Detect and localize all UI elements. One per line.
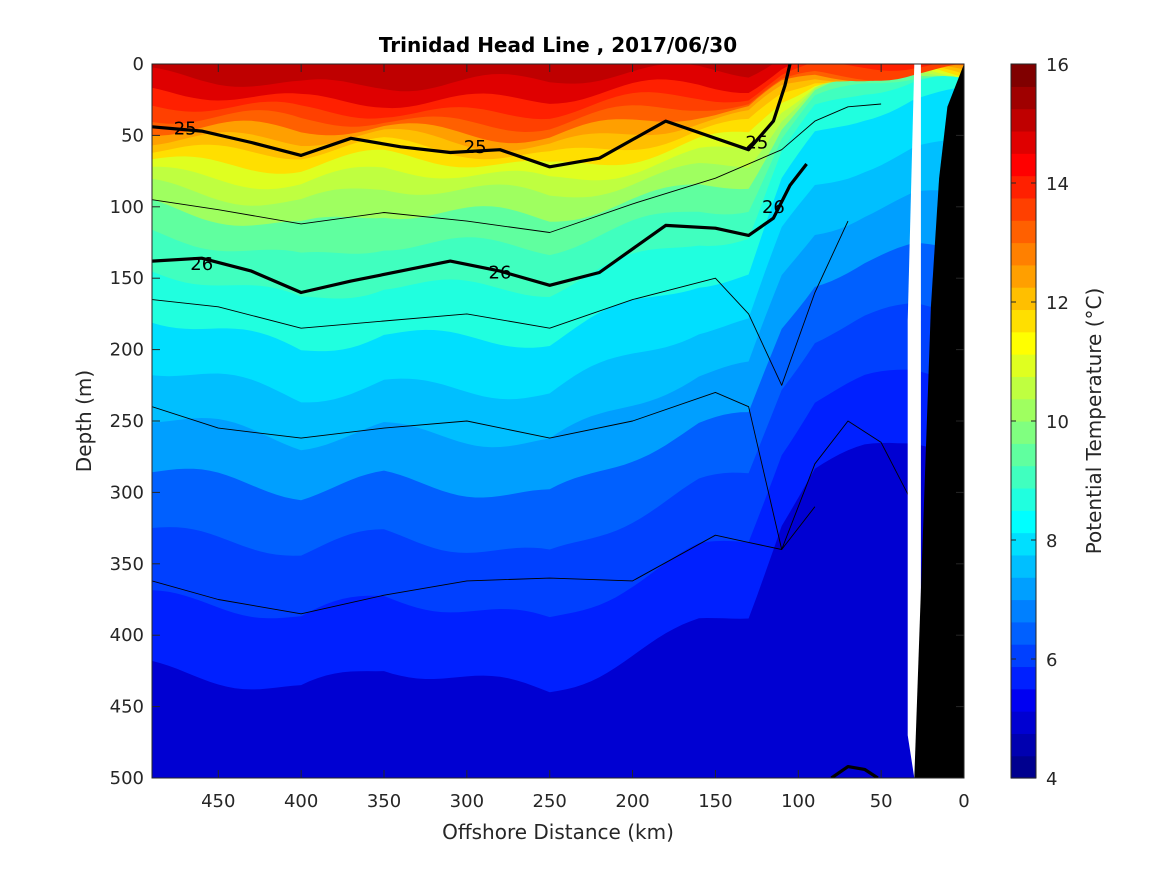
colorbar — [1011, 64, 1036, 779]
colorbar-swatch — [1011, 577, 1036, 601]
colorbar-swatch — [1011, 398, 1036, 422]
colorbar-tick-label: 10 — [1046, 412, 1069, 433]
colorbar-tick-label: 16 — [1046, 55, 1069, 76]
x-tick-label: 300 — [450, 791, 484, 812]
contour-labels: 25 25 25 26 26 26 — [174, 118, 785, 283]
density-contour-thin-2 — [152, 103, 882, 233]
x-tick-label: 100 — [781, 791, 815, 812]
x-tick-label: 200 — [615, 791, 649, 812]
colorbar-tick-label: 4 — [1046, 769, 1057, 790]
y-tick-label: 300 — [110, 482, 144, 503]
y-tick-label: 400 — [110, 625, 144, 646]
colorbar-swatch — [1011, 175, 1036, 199]
colorbar-swatch — [1011, 755, 1036, 779]
colorbar-swatch — [1011, 666, 1036, 690]
bathymetry-seafloor — [914, 64, 964, 778]
colorbar-swatch — [1011, 510, 1036, 534]
colorbar-tick-label: 14 — [1046, 174, 1069, 195]
density-contour-thin-5 — [152, 506, 816, 615]
x-tick-label: 450 — [201, 791, 235, 812]
y-axis-ticks: 0 50 100 150 200 250 300 350 400 450 500 — [110, 54, 964, 789]
y-tick-label: 250 — [110, 411, 144, 432]
colorbar-swatch — [1011, 354, 1036, 377]
density-contour-25 — [152, 64, 792, 169]
colorbar-tick-label: 12 — [1046, 293, 1069, 314]
colorbar-swatch — [1011, 532, 1036, 556]
colorbar-swatch — [1011, 465, 1036, 489]
x-tick-label: 350 — [367, 791, 401, 812]
x-axis-label: Offshore Distance (km) — [442, 820, 674, 844]
colorbar-swatch — [1011, 64, 1036, 87]
density-contour-thin-6 — [830, 765, 879, 778]
no-data-region — [907, 64, 921, 778]
colorbar-swatch — [1011, 287, 1036, 311]
bathymetry-mask — [907, 64, 964, 778]
x-tick-label: 250 — [533, 791, 567, 812]
colorbar-swatch — [1011, 197, 1036, 221]
contour-label-25: 25 — [174, 118, 197, 139]
contour-label-25: 25 — [464, 137, 487, 158]
colorbar-swatch — [1011, 130, 1036, 154]
colorbar-swatch — [1011, 688, 1036, 712]
colorbar-swatch — [1011, 242, 1036, 266]
colorbar-swatch — [1011, 220, 1036, 244]
colorbar-swatch — [1011, 309, 1036, 333]
contour-label-25: 25 — [745, 133, 768, 154]
x-tick-label: 400 — [284, 791, 318, 812]
x-axis-ticks: 450 400 350 300 250 200 150 100 50 0 — [201, 64, 970, 812]
contour-label-26: 26 — [489, 262, 512, 283]
y-tick-label: 150 — [110, 268, 144, 289]
density-contour-26 — [152, 163, 808, 295]
plot-area: 25 25 25 26 26 26 — [152, 64, 964, 778]
y-tick-label: 450 — [110, 697, 144, 718]
colorbar-ticks: 4 6 8 10 12 14 16 — [1011, 55, 1069, 790]
y-tick-label: 50 — [121, 125, 144, 146]
x-tick-label: 0 — [958, 791, 969, 812]
colorbar-tick-label: 8 — [1046, 531, 1057, 552]
colorbar-swatch — [1011, 733, 1036, 757]
isotherm-band — [152, 64, 773, 92]
temperature-fill — [152, 64, 964, 778]
y-tick-label: 500 — [110, 768, 144, 789]
y-tick-label: 0 — [133, 54, 144, 75]
colorbar-swatch — [1011, 421, 1036, 444]
colorbar-label: Potential Temperature (°C) — [1082, 288, 1106, 555]
contour-label-26: 26 — [190, 254, 213, 275]
contour-label-26: 26 — [762, 197, 785, 218]
colorbar-swatch — [1011, 711, 1036, 734]
colorbar-swatch — [1011, 153, 1036, 177]
density-contours — [152, 64, 915, 778]
colorbar-swatch — [1011, 554, 1036, 578]
colorbar-tick-label: 6 — [1046, 650, 1057, 671]
x-tick-label: 150 — [698, 791, 732, 812]
chart-title: Trinidad Head Line , 2017/06/30 — [379, 33, 737, 57]
y-tick-label: 100 — [110, 197, 144, 218]
colorbar-swatch — [1011, 376, 1036, 400]
colorbar-swatch — [1011, 264, 1036, 288]
density-contour-thin-4 — [152, 391, 915, 550]
colorbar-swatch — [1011, 86, 1036, 110]
colorbar-swatch — [1011, 331, 1036, 355]
colorbar-swatch — [1011, 644, 1036, 668]
y-axis-label: Depth (m) — [72, 370, 96, 472]
colorbar-swatch — [1011, 108, 1036, 132]
colorbar-swatch — [1011, 487, 1036, 511]
density-contour-thin-3 — [152, 220, 849, 386]
x-tick-label: 50 — [870, 791, 893, 812]
colorbar-swatch — [1011, 443, 1036, 467]
colorbar-swatch — [1011, 599, 1036, 623]
y-tick-label: 200 — [110, 340, 144, 361]
colorbar-swatch — [1011, 621, 1036, 645]
y-tick-label: 350 — [110, 554, 144, 575]
